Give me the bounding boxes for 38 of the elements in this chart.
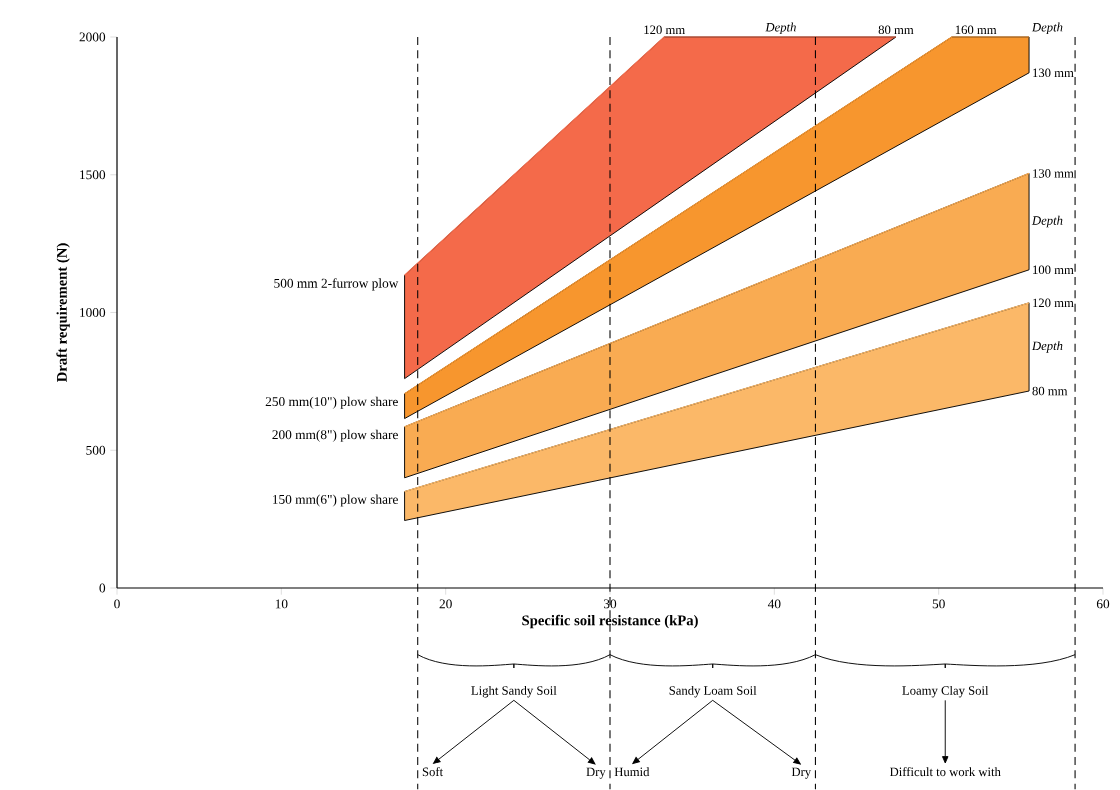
- series-label: 200 mm(8") plow share: [272, 429, 398, 442]
- series-label: 150 mm(6") plow share: [273, 494, 398, 507]
- x-tick-label: 50: [932, 599, 945, 609]
- x-tick-label: 20: [439, 599, 452, 609]
- text: Sandy Loam Soil: [669, 685, 757, 698]
- annotation: 130 mm: [1033, 68, 1074, 78]
- text: Dry: [791, 767, 812, 779]
- x-tick-label: 60: [1096, 599, 1110, 609]
- annotation: 160 mm: [955, 25, 997, 35]
- y-tick-label: 1500: [80, 170, 106, 180]
- annotation: Depth: [1031, 341, 1063, 353]
- annotation: Depth: [1031, 22, 1063, 35]
- text: Difficult to work with: [889, 767, 1001, 777]
- annotation: Depth: [1031, 215, 1063, 228]
- text: Dry: [586, 767, 606, 779]
- text: Light Sandy Soil: [471, 685, 557, 698]
- text: Loamy Clay Soil: [902, 685, 989, 698]
- x-tick-label: 30: [603, 599, 617, 609]
- y-tick-label: 500: [86, 445, 106, 455]
- annotation: 130 mm: [1033, 169, 1074, 178]
- text: Soft: [422, 767, 444, 777]
- annotation: 120 mm: [644, 25, 685, 35]
- series-label: 500 mm 2-furrow plow: [274, 278, 399, 291]
- text: Humid: [614, 767, 650, 777]
- x-axis-title: Specific soil resistance (kPa): [522, 614, 698, 629]
- y-tick-label: 2000: [79, 32, 106, 42]
- x-tick-label: 40: [767, 599, 781, 609]
- y-tick-label: 1000: [80, 308, 106, 317]
- annotation: 80 mm: [878, 25, 914, 35]
- x-tick-label: 10: [275, 599, 288, 609]
- annotation: 100 mm: [1033, 265, 1074, 275]
- x-tick-label: 0: [114, 599, 120, 609]
- y-axis-title: Draft requirement (N): [56, 243, 70, 383]
- annotation: 120 mm: [1033, 298, 1074, 308]
- annotation: Depth: [765, 22, 796, 35]
- annotation: 80 mm: [1032, 386, 1068, 396]
- series-label: 250 mm(10") plow share: [265, 396, 398, 409]
- y-tick-label: 0: [99, 583, 106, 593]
